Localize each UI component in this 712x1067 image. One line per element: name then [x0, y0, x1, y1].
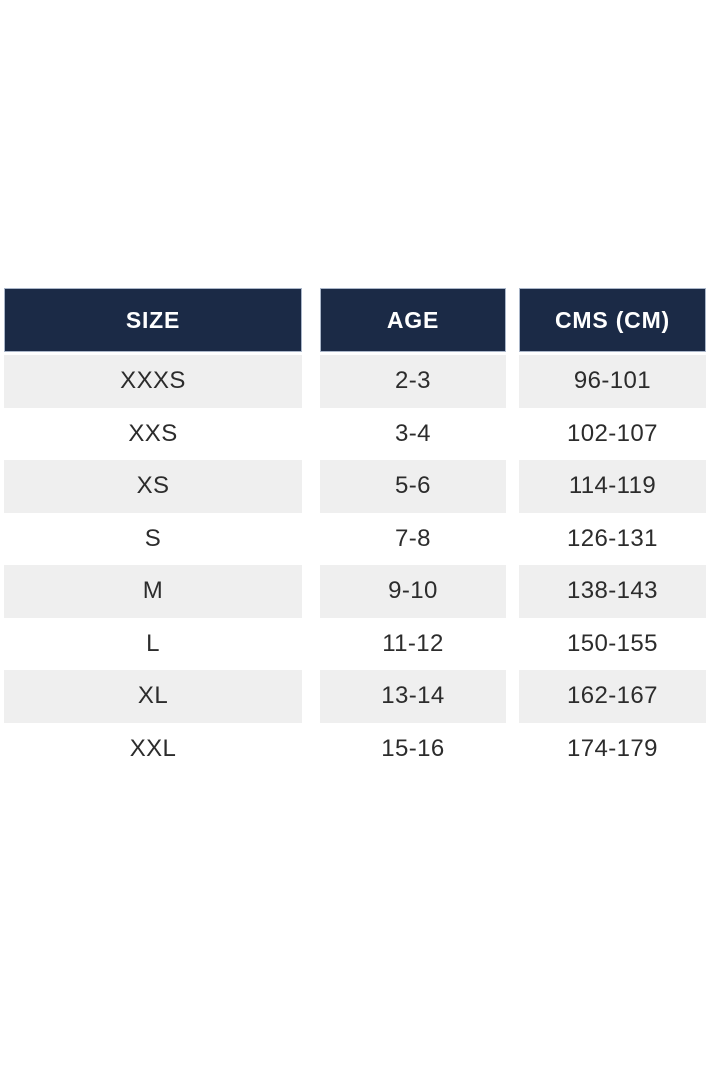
size-chart-table: SIZE XXXS XXS XS S M L XL XXL AGE 2-3 3-… [4, 288, 706, 775]
size-cell: XXXS [4, 355, 302, 408]
cms-cell: 114-119 [519, 460, 706, 513]
cms-cell: 162-167 [519, 670, 706, 723]
age-cell: 15-16 [320, 722, 506, 775]
age-cell: 7-8 [320, 512, 506, 565]
age-cell: 11-12 [320, 617, 506, 670]
size-cell: S [4, 512, 302, 565]
cms-cell: 138-143 [519, 565, 706, 618]
column-age: AGE 2-3 3-4 5-6 7-8 9-10 11-12 13-14 15-… [320, 288, 506, 775]
age-cell: 9-10 [320, 565, 506, 618]
size-cell: XXL [4, 722, 302, 775]
column-header-size: SIZE [4, 288, 302, 352]
cms-cell: 102-107 [519, 407, 706, 460]
size-cell: XS [4, 460, 302, 513]
size-cell: L [4, 617, 302, 670]
column-header-age: AGE [320, 288, 506, 352]
size-cell: M [4, 565, 302, 618]
age-cell: 2-3 [320, 355, 506, 408]
cms-cell: 150-155 [519, 617, 706, 670]
age-cell: 13-14 [320, 670, 506, 723]
column-size: SIZE XXXS XXS XS S M L XL XXL [4, 288, 302, 775]
cms-cell: 126-131 [519, 512, 706, 565]
size-cell: XXS [4, 407, 302, 460]
size-cell: XL [4, 670, 302, 723]
cms-cell: 174-179 [519, 722, 706, 775]
cms-cell: 96-101 [519, 355, 706, 408]
column-cms: CMS (CM) 96-101 102-107 114-119 126-131 … [519, 288, 706, 775]
age-cell: 5-6 [320, 460, 506, 513]
age-cell: 3-4 [320, 407, 506, 460]
column-header-cms: CMS (CM) [519, 288, 706, 352]
